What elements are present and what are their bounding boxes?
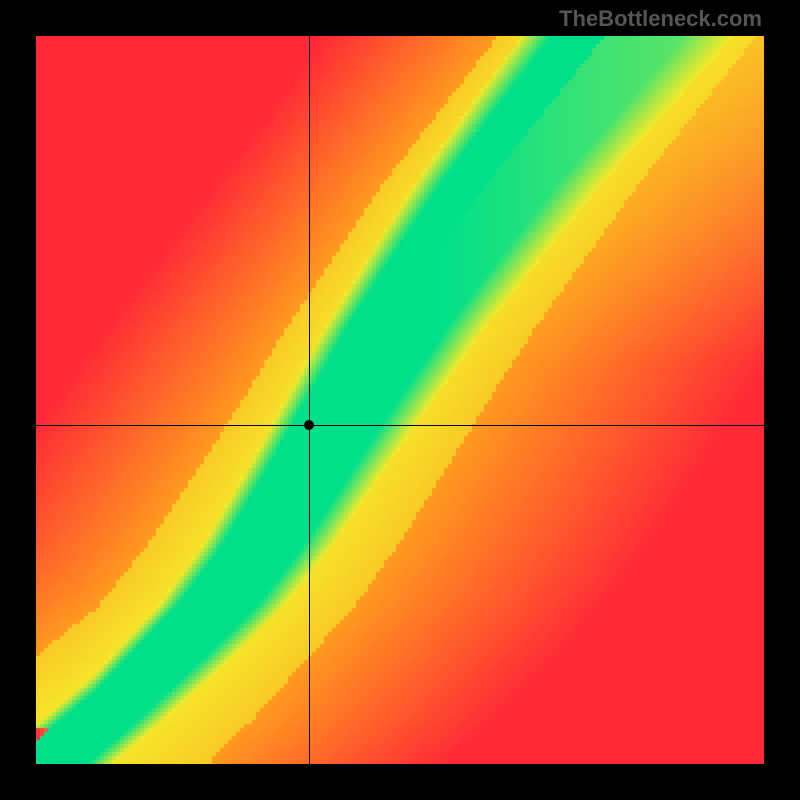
plot-area — [36, 36, 764, 764]
watermark-text: TheBottleneck.com — [559, 6, 762, 32]
crosshair-vertical — [309, 36, 310, 764]
crosshair-horizontal — [36, 425, 764, 426]
data-point-marker — [304, 420, 314, 430]
heatmap-canvas — [36, 36, 764, 764]
chart-outer-frame: TheBottleneck.com — [0, 0, 800, 800]
